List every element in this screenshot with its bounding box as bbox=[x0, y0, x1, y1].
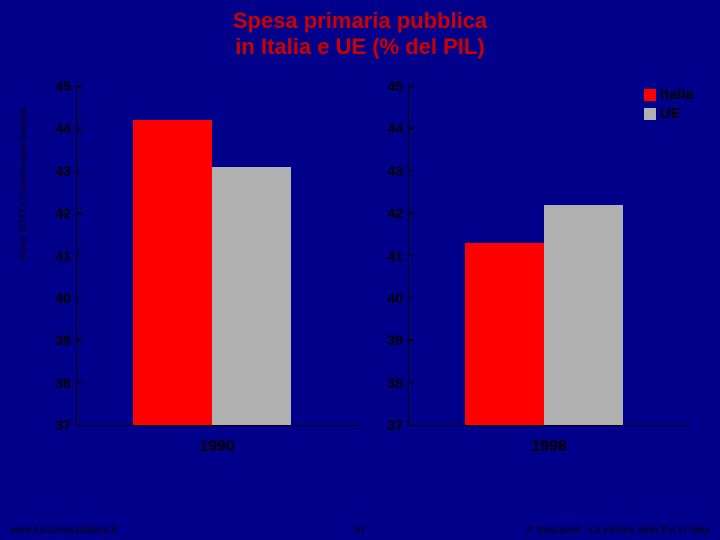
plot-area: 454443424140393837 bbox=[76, 86, 358, 426]
y-tick-mark bbox=[76, 85, 82, 87]
title-line2: in Italia e UE (% del PIL) bbox=[0, 34, 720, 60]
y-tick-label: 39 bbox=[55, 332, 77, 348]
charts-row: 454443424140393837 1990 4544434241403938… bbox=[36, 80, 700, 470]
y-tick-mark bbox=[408, 297, 414, 299]
legend-row: UE bbox=[644, 105, 694, 122]
bar-italia bbox=[465, 243, 544, 425]
y-tick-label: 45 bbox=[387, 78, 409, 94]
legend-swatch bbox=[644, 89, 656, 101]
y-tick-label: 38 bbox=[55, 375, 77, 391]
legend-swatch bbox=[644, 108, 656, 120]
y-tick-label: 43 bbox=[387, 163, 409, 179]
page-number: 91 bbox=[354, 525, 365, 536]
legend-row: Italia bbox=[644, 86, 694, 103]
y-tick-label: 44 bbox=[55, 120, 77, 136]
x-axis-label: 1998 bbox=[408, 438, 690, 456]
y-tick-mark bbox=[76, 255, 82, 257]
y-tick-label: 37 bbox=[387, 417, 409, 433]
bar-italia bbox=[133, 120, 212, 425]
y-tick-mark bbox=[76, 382, 82, 384]
y-tick-mark bbox=[408, 255, 414, 257]
title-line1: Spesa primaria pubblica bbox=[0, 8, 720, 34]
chart-1998: 454443424140393837 1998 bbox=[368, 80, 700, 470]
y-tick-label: 42 bbox=[55, 205, 77, 221]
y-tick-mark bbox=[408, 340, 414, 342]
chart-title: Spesa primaria pubblica in Italia e UE (… bbox=[0, 0, 720, 61]
y-tick-label: 43 bbox=[55, 163, 77, 179]
legend-label: UE bbox=[660, 105, 681, 122]
y-tick-mark bbox=[408, 170, 414, 172]
bar-ue bbox=[544, 205, 623, 425]
y-tick-label: 40 bbox=[387, 290, 409, 306]
y-tick-mark bbox=[408, 85, 414, 87]
legend-label: Italia bbox=[660, 86, 694, 103]
footer: www.funzionepubblica.it 91 F. Bassanini … bbox=[0, 525, 720, 536]
y-tick-mark bbox=[76, 340, 82, 342]
y-tick-mark bbox=[76, 212, 82, 214]
chart-1990: 454443424140393837 1990 bbox=[36, 80, 368, 470]
y-tick-label: 42 bbox=[387, 205, 409, 221]
y-tick-label: 37 bbox=[55, 417, 77, 433]
y-axis-source-label: Fonte: ISTAT e Commissione Europea bbox=[18, 107, 28, 260]
y-tick-label: 40 bbox=[55, 290, 77, 306]
legend: Italia UE bbox=[644, 86, 694, 124]
y-tick-label: 44 bbox=[387, 120, 409, 136]
y-tick-label: 38 bbox=[387, 375, 409, 391]
y-tick-label: 39 bbox=[387, 332, 409, 348]
footer-right: F. Bassanini - La riforma della P.A in I… bbox=[527, 525, 710, 536]
y-tick-label: 41 bbox=[387, 248, 409, 264]
y-tick-mark bbox=[76, 128, 82, 130]
y-tick-mark bbox=[408, 382, 414, 384]
x-axis-label: 1990 bbox=[76, 438, 358, 456]
y-tick-mark bbox=[408, 212, 414, 214]
bar-ue bbox=[212, 167, 291, 425]
y-tick-mark bbox=[408, 128, 414, 130]
plot-area: 454443424140393837 bbox=[408, 86, 690, 426]
y-tick-mark bbox=[76, 297, 82, 299]
footer-left: www.funzionepubblica.it bbox=[10, 525, 117, 536]
y-tick-label: 45 bbox=[55, 78, 77, 94]
y-tick-mark bbox=[76, 170, 82, 172]
y-tick-label: 41 bbox=[55, 248, 77, 264]
